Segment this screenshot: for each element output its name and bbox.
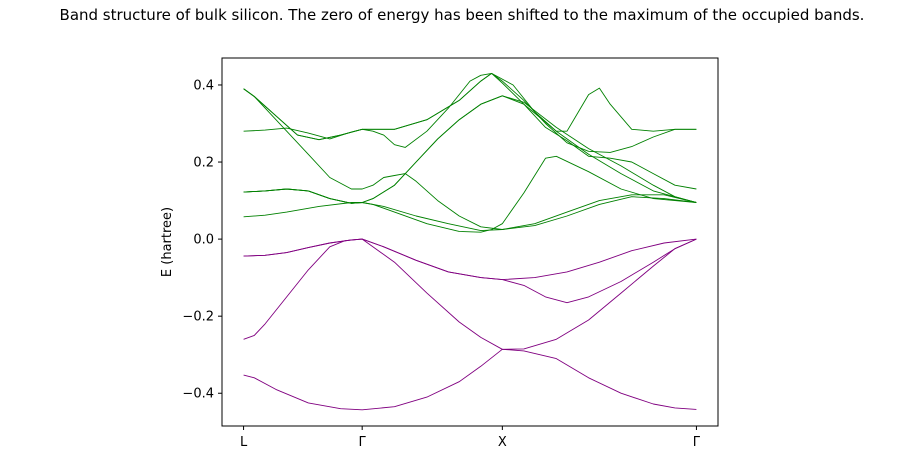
unoccupied-band-line	[243, 95, 697, 204]
y-tick-label: −0.2	[182, 310, 214, 325]
y-tick-label: −0.4	[182, 387, 214, 402]
series-layer	[243, 72, 697, 411]
occupied-band-line	[243, 238, 697, 281]
chart-title: Band structure of bulk silicon. The zero…	[59, 6, 865, 24]
occupied-band-line	[243, 238, 697, 304]
y-tick-label: 0.0	[193, 233, 214, 248]
occupied-band-line	[243, 348, 697, 411]
occupied-band-line	[243, 238, 697, 350]
x-tick-label: X	[498, 435, 507, 450]
x-tick-label: Γ	[693, 435, 701, 450]
y-axis-label: E (hartree)	[160, 207, 175, 277]
x-tick-label: Γ	[359, 435, 367, 450]
unoccupied-band-line	[243, 72, 697, 190]
x-tick-label: L	[240, 435, 248, 450]
unoccupied-band-line	[243, 72, 697, 153]
unoccupied-band-line	[243, 72, 697, 148]
unoccupied-band-line	[243, 88, 697, 230]
plot-frame	[221, 57, 719, 427]
unoccupied-band-line	[243, 155, 697, 233]
y-tick-label: 0.2	[193, 156, 214, 171]
unoccupied-band-line	[243, 196, 697, 232]
y-axis: −0.4 −0.2 0.0 0.2 0.4	[182, 78, 222, 402]
y-tick-label: 0.4	[193, 78, 214, 93]
